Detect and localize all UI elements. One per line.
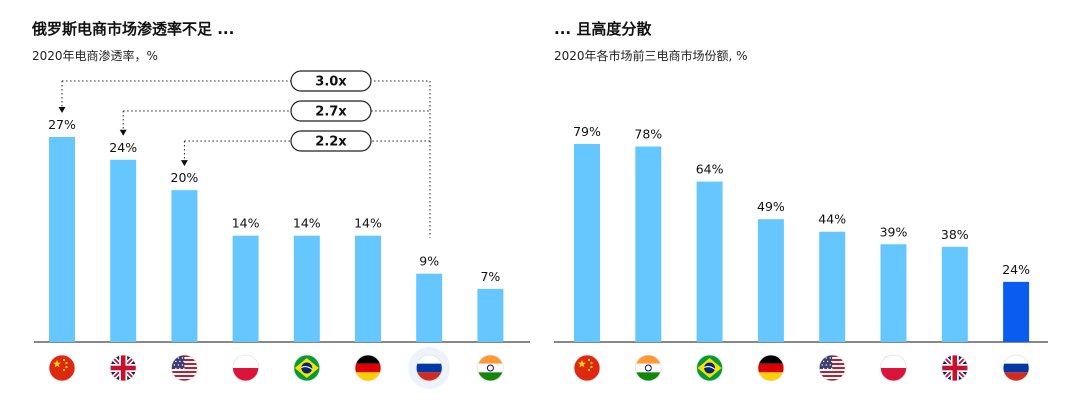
flag-germany-icon bbox=[757, 354, 785, 382]
right-chart-svg: 79% 78% 64% 49% 44% 39% 38% 24% bbox=[554, 124, 1048, 382]
flag-poland-icon bbox=[232, 354, 260, 382]
bar-label-india: 7% bbox=[480, 269, 500, 284]
flag-poland-icon bbox=[880, 354, 907, 382]
flag-uk-icon bbox=[109, 354, 137, 382]
right-chart-title: ... 且高度分散 bbox=[554, 20, 652, 38]
multiplier-label: 2.2x bbox=[315, 135, 347, 150]
flag-india-icon bbox=[476, 354, 504, 382]
bar-brazil bbox=[696, 181, 723, 342]
multiplier-annotation: 3.0x bbox=[58, 70, 430, 113]
bar-india bbox=[477, 288, 504, 342]
right-chart-subtitle: 2020年各市场前三电商市场份额, % bbox=[554, 49, 748, 63]
flag-brazil-icon bbox=[293, 354, 321, 382]
bar-russia bbox=[1003, 281, 1030, 342]
bar-usa bbox=[171, 190, 198, 342]
multiplier-label: 2.7x bbox=[315, 105, 347, 120]
bar-label-poland: 14% bbox=[232, 216, 260, 231]
bar-label-usa: 44% bbox=[818, 212, 846, 227]
flag-brazil-icon bbox=[696, 354, 724, 382]
bar-label-china: 79% bbox=[573, 124, 601, 139]
bar-poland bbox=[232, 235, 259, 342]
flag-russia-icon bbox=[408, 347, 451, 389]
bar-china bbox=[49, 137, 75, 342]
flag-russia-icon bbox=[1002, 354, 1030, 382]
bar-label-germany: 49% bbox=[757, 199, 785, 214]
bar-usa bbox=[819, 231, 846, 342]
flag-china-icon bbox=[573, 354, 601, 382]
bar-germany bbox=[757, 219, 784, 342]
flag-usa-icon bbox=[818, 354, 846, 382]
bar-uk bbox=[110, 159, 137, 342]
bar-label-usa: 20% bbox=[171, 170, 199, 185]
bar-label-russia: 9% bbox=[419, 254, 439, 269]
bar-label-uk: 24% bbox=[109, 140, 137, 155]
bar-label-brazil: 64% bbox=[696, 162, 724, 177]
bar-brazil bbox=[293, 235, 320, 342]
bar-russia bbox=[416, 273, 443, 342]
bar-poland bbox=[880, 244, 907, 342]
right-chart-panel: ... 且高度分散 2020年各市场前三电商市场份额, % 79% 78% 64% 4… bbox=[540, 0, 1080, 403]
left-chart-panel: 俄罗斯电商市场渗透率不足 ... 2020年电商渗透率，% 27% 24% 20% 1… bbox=[32, 20, 530, 389]
bar-india bbox=[635, 146, 662, 342]
bar-label-russia: 24% bbox=[1002, 262, 1030, 277]
flag-india-icon bbox=[634, 354, 662, 382]
left-chart-title: 俄罗斯电商市场渗透率不足 ... bbox=[32, 20, 235, 38]
bar-label-india: 78% bbox=[634, 127, 662, 142]
left-chart-subtitle: 2020年电商渗透率，% bbox=[32, 49, 158, 63]
bar-label-germany: 14% bbox=[354, 216, 382, 231]
bar-label-poland: 39% bbox=[880, 224, 908, 239]
flag-usa-icon bbox=[170, 354, 198, 382]
flag-china-icon bbox=[48, 354, 76, 382]
multiplier-annotation: 2.2x bbox=[180, 130, 430, 167]
flag-uk-icon bbox=[941, 354, 969, 382]
left-chart-svg: 27% 24% 20% 14% 14% 14% 9% 7% 3.0x 2.7x 2.2x bbox=[34, 70, 530, 389]
flag-germany-icon bbox=[354, 354, 382, 382]
multiplier-label: 3.0x bbox=[315, 75, 347, 90]
bar-uk bbox=[941, 246, 968, 342]
bar-china bbox=[574, 144, 600, 342]
multiplier-annotation: 2.7x bbox=[119, 100, 430, 136]
bar-label-china: 27% bbox=[48, 117, 76, 132]
bar-label-uk: 38% bbox=[941, 227, 969, 242]
bar-label-brazil: 14% bbox=[293, 216, 321, 231]
bar-germany bbox=[355, 235, 381, 342]
